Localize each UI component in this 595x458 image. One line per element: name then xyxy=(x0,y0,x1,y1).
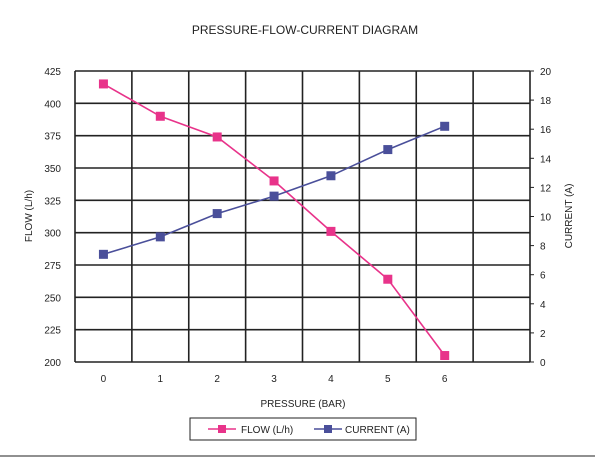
flow-data-point xyxy=(98,79,108,89)
legend-flow-label: FLOW (L/h) xyxy=(241,425,293,436)
series-layer xyxy=(98,79,450,361)
right-tick-label: 10 xyxy=(540,213,552,224)
left-tick-label: 325 xyxy=(44,196,61,207)
right-axis-ticks: 0 2 4 6 8 10 12 14 16 18 20 xyxy=(530,67,552,369)
right-tick-label: 12 xyxy=(540,183,552,194)
current-data-point xyxy=(440,121,450,131)
current-data-point xyxy=(212,209,222,219)
x-tick-label: 4 xyxy=(328,374,334,385)
x-tick-label: 1 xyxy=(158,374,164,385)
left-tick-label: 350 xyxy=(44,164,61,175)
legend: FLOW (L/h) CURRENT (A) xyxy=(189,417,417,441)
left-tick-label: 425 xyxy=(44,67,61,78)
x-tick-label: 0 xyxy=(101,374,107,385)
current-data-point xyxy=(383,145,393,155)
flow-series-line xyxy=(103,83,446,356)
x-tick-label: 3 xyxy=(271,374,277,385)
right-tick-label: 14 xyxy=(540,154,552,165)
current-data-point xyxy=(326,171,336,181)
left-tick-label: 375 xyxy=(44,132,61,143)
current-series-line xyxy=(103,125,446,256)
legend-flow-marker xyxy=(218,425,226,433)
right-tick-label: 18 xyxy=(540,96,552,107)
x-tick-label: 2 xyxy=(214,374,220,385)
x-axis-ticks: 0 1 2 3 4 5 6 xyxy=(101,374,448,385)
left-axis-label: FLOW (L/h) xyxy=(24,190,35,242)
flow-data-point xyxy=(440,351,450,361)
right-tick-label: 20 xyxy=(540,67,552,78)
right-tick-label: 16 xyxy=(540,125,552,136)
current-data-point xyxy=(269,191,279,201)
left-tick-label: 275 xyxy=(44,261,61,272)
legend-current-label: CURRENT (A) xyxy=(345,425,410,436)
left-tick-label: 400 xyxy=(44,99,61,110)
left-tick-label: 225 xyxy=(44,326,61,337)
x-tick-label: 5 xyxy=(385,374,391,385)
right-tick-label: 8 xyxy=(540,242,546,253)
grid xyxy=(74,70,531,363)
flow-data-point xyxy=(212,132,222,142)
left-tick-label: 300 xyxy=(44,229,61,240)
legend-box xyxy=(189,417,417,441)
flow-data-point xyxy=(326,226,336,236)
flow-data-point xyxy=(155,111,165,121)
right-tick-label: 0 xyxy=(540,358,546,369)
left-tick-label: 250 xyxy=(44,293,61,304)
right-tick-label: 2 xyxy=(540,329,546,340)
current-data-point xyxy=(98,249,108,259)
current-data-point xyxy=(155,232,165,242)
flow-data-point xyxy=(383,274,393,284)
chart-title: PRESSURE-FLOW-CURRENT DIAGRAM xyxy=(192,23,418,37)
right-axis-label: CURRENT (A) xyxy=(564,184,575,249)
x-tick-label: 6 xyxy=(442,374,448,385)
flow-data-point xyxy=(269,176,279,186)
legend-current-marker xyxy=(324,425,332,433)
left-tick-label: 200 xyxy=(44,358,61,369)
left-axis-ticks: 200 225 250 275 300 325 350 375 400 425 xyxy=(44,67,61,369)
right-tick-label: 6 xyxy=(540,271,546,282)
right-tick-label: 4 xyxy=(540,300,546,311)
x-axis-label: PRESSURE (BAR) xyxy=(260,399,345,410)
